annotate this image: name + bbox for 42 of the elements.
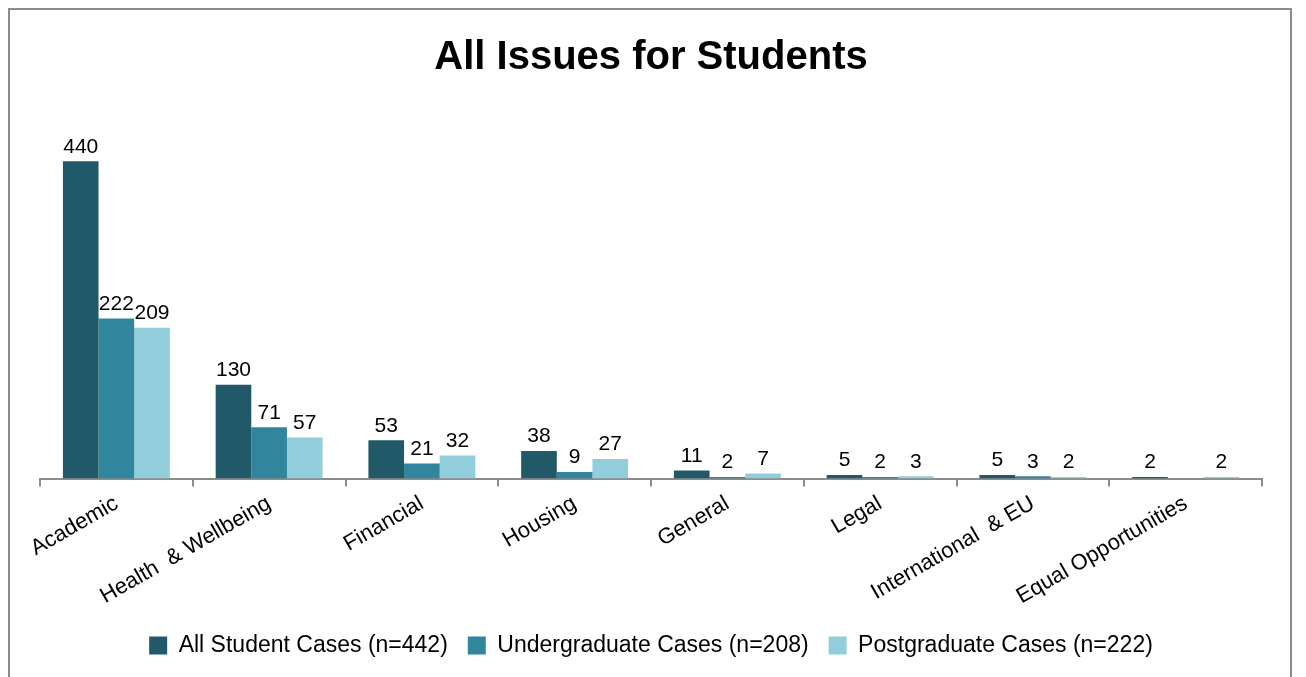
data-label: 2: [1144, 449, 1156, 473]
legend-label: Undergraduate Cases (n=208): [497, 630, 809, 657]
bar: [251, 427, 287, 479]
bar: [592, 459, 629, 479]
data-label: 38: [527, 423, 551, 447]
bar: [286, 437, 323, 479]
legend-label: Postgraduate Cases (n=222): [858, 630, 1153, 657]
bar: [439, 455, 476, 479]
data-label: 11: [680, 442, 703, 466]
data-label: 3: [909, 448, 922, 472]
data-label: 2: [1062, 449, 1075, 473]
data-label: 57: [293, 409, 317, 433]
data-label: 32: [445, 427, 470, 451]
bar: [521, 451, 557, 479]
data-label: 2: [721, 449, 734, 473]
data-label: 71: [257, 399, 281, 423]
data-label: 440: [63, 133, 99, 157]
data-label: 5: [838, 447, 851, 471]
bar: [745, 473, 781, 479]
data-label: 5: [991, 447, 1004, 471]
data-label: 130: [215, 357, 252, 381]
data-label: 209: [134, 300, 170, 324]
bar: [404, 463, 440, 479]
chart-title: All Issues for Students: [434, 33, 868, 78]
bar: [368, 440, 405, 479]
data-label: 21: [410, 435, 434, 459]
data-label: 3: [1027, 448, 1039, 472]
legend-label: All Student Cases (n=442): [178, 630, 448, 657]
bar: [215, 384, 252, 479]
data-label: 2: [874, 449, 886, 473]
bar: [556, 472, 593, 479]
data-label: 9: [568, 444, 581, 468]
bar: [62, 161, 99, 479]
bar: [1015, 476, 1051, 479]
bar: [98, 318, 135, 479]
data-label: 27: [598, 431, 622, 455]
bar: [134, 327, 170, 479]
data-label: 53: [374, 412, 398, 436]
data-label: 2: [1215, 449, 1228, 473]
bar: [897, 476, 934, 479]
data-label: 7: [757, 445, 769, 469]
data-label: 222: [98, 290, 134, 314]
